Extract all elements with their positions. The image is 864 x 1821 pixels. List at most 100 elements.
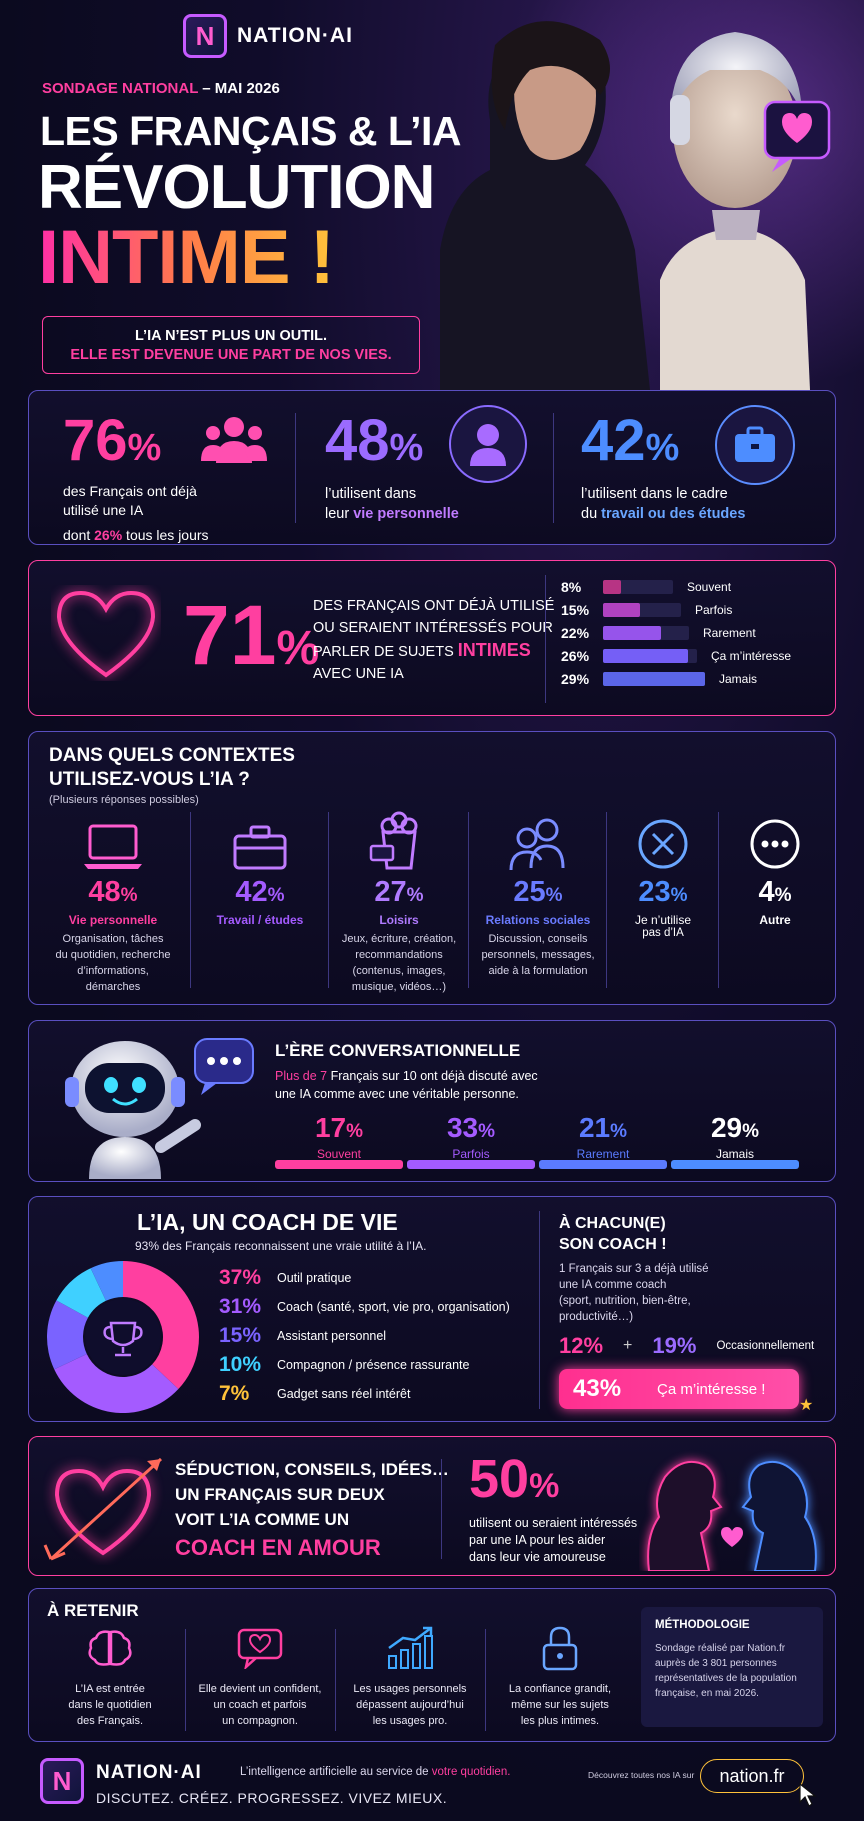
donut-slice [54,1354,179,1413]
retain-text: Les usages personnels dépassent aujourd’h… [339,1681,481,1729]
conversational-title: L’ÈRE CONVERSATIONNELLE [275,1041,521,1060]
conversation-pct-unit: % [478,1121,496,1142]
donut-slice [90,1261,123,1301]
robot-mascot-icon [65,1038,254,1179]
love-pct: 50 [469,1449,530,1509]
intimate-bar-row: 8% Souvent [561,577,821,597]
love-line-1: SÉDUCTION, CONSEILS, IDÉES… [175,1460,449,1479]
title-line-1: LES FRANÇAIS & L’IA [40,108,462,154]
stat-usage-unit: % [127,427,162,469]
stat-personal-line-1: l’utilisent dans [325,486,417,502]
context-pct-value: 48 [88,876,121,908]
conversation-pct-value: 21 [578,1112,611,1143]
trophy-icon [103,1321,143,1357]
context-pct-unit: % [406,885,424,906]
retain-separator [485,1629,486,1731]
heart-arrow-icon [43,1457,163,1561]
context-desc-line: recommandations [355,949,443,961]
context-label: Relations sociales [485,913,591,927]
context-pct-value: 23 [638,876,671,908]
intimate-bar [603,580,621,594]
context-separator [468,812,469,988]
lock-icon [489,1623,631,1673]
retain-item: L’IA est entrée dans le quotidien des Fran… [39,1623,181,1737]
site-link-button[interactable]: nation.fr [700,1759,804,1793]
retain-text-line: dans le quotidien [68,1699,152,1711]
context-pct: 23% [607,876,719,909]
intimate-line-2: OU SERAIENT INTÉRESSÉS POUR [313,620,553,636]
contexts-title: DANS QUELS CONTEXTES UTILISEZ-VOUS L’IA … [49,744,295,792]
stat-work-highlight: travail ou des études [601,506,746,522]
retain-text: La confiance grandit, même sur les sujets… [489,1681,631,1729]
intimate-bar [603,626,662,640]
context-item: 42% Travail / études [191,812,329,997]
methodology-line: représentatives de la population [655,1673,797,1684]
intimate-bar-row: 26% Ça m’intéresse [561,646,821,666]
conversational-line-2: une IA comme avec une véritable personne… [275,1087,519,1101]
donut-slice [123,1261,199,1390]
context-pct-value: 27 [374,876,407,908]
brain-icon [39,1623,181,1673]
intimate-unit: % [276,622,320,675]
key-stats-card: 76% des Français ont déjà utilisé une IA… [28,390,836,545]
stat-personal-line-2a: leur [325,506,354,522]
coach-pill-label: Ça m’intéresse ! [657,1380,766,1398]
stat-usage-value: 76 [63,408,128,473]
coach-title: L’IA, UN COACH DE VIE [137,1209,398,1235]
love-desc-1: utilisent ou seraient intéressés [469,1516,638,1530]
intimate-bar-name: Rarement [703,626,756,640]
retain-text-line: même sur les sujets [511,1699,609,1711]
retain-text-line: les usages pro. [372,1715,448,1727]
title-line-2: RÉVOLUTION [38,153,435,222]
footer-cta-text: Découvrez toutes nos IA sur [588,1770,695,1780]
intimate-bar-row: 15% Parfois [561,600,821,620]
kicker-date: – MAI 2026 [202,80,280,97]
context-desc-line: démarches [85,981,141,993]
conversation-bar [407,1160,535,1169]
intimate-bar-track [603,649,697,663]
context-pct-value: 4 [758,876,775,908]
conversation-pct: 21% [539,1113,667,1147]
coach-card: L’IA, UN COACH DE VIE 93% des Français r… [28,1196,836,1422]
brand-logo[interactable]: N NATION·AI [183,14,353,58]
intimate-text: DES FRANÇAIS ONT DÉJÀ UTILISÉ OU SERAIEN… [313,595,554,685]
chat-heart-icon [189,1623,331,1673]
conversation-pct: 17% [275,1113,403,1147]
stat-work-line-1: l’utilisent dans le cadre [581,486,728,502]
x-circle-icon [607,812,719,870]
methodology-title: MÉTHODOLOGIE [655,1619,750,1631]
context-pct-unit: % [545,885,563,906]
intimate-bar-row: 22% Rarement [561,623,821,643]
stat-work-unit: % [645,427,680,469]
stat-personal: 48% l’utilisent dans leur vie personnell… [325,409,525,524]
context-pct: 25% [469,876,607,909]
conversational-line-1: Français sur 10 ont déjà discuté avec [327,1069,538,1083]
retain-card: À RETENIR L’IA est entrée dans le quotidi… [28,1588,836,1742]
intimate-highlight: INTIMES [457,640,531,660]
logo-mark-icon: N [183,14,227,58]
context-desc: Organisation, tâches du quotidien, recher… [35,931,191,995]
context-label: Travail / études [216,913,304,927]
stat-personal-value: 48 [325,408,390,473]
love-line-4: COACH EN AMOUR [175,1535,381,1560]
stat-work-value: 42 [581,408,646,473]
coach-legend-pct: 15% [219,1323,262,1347]
retain-text-line: Les usages personnels [353,1683,467,1695]
retain-item: Les usages personnels dépassent aujourd’h… [339,1623,481,1737]
woman-robot-illustration [440,21,831,391]
retain-items: L’IA est entrée dans le quotidien des Fran… [29,1623,629,1739]
context-desc-line: Organisation, tâches [62,933,164,945]
footer-logo-mark-icon[interactable]: N [40,1758,84,1804]
stat-usage-line-1: des Français ont déjà [63,483,197,499]
cursor-icon [799,1782,817,1807]
retain-text-line: Elle devient un confident, [198,1683,322,1695]
context-item: 48% Vie personnelle Organisation, tâches du… [35,812,191,997]
coach-legend-row: 31% Coach (santé, sport, vie pro, organis… [219,1292,549,1321]
context-label: Loisirs [379,913,419,927]
context-desc: Jeux, écriture, création, recommandations… [329,931,469,995]
footer-slogan: DISCUTEZ. CRÉEZ. PROGRESSEZ. VIVEZ MIEUX… [96,1790,448,1806]
intimate-bar [603,603,640,617]
stat-usage-line-3a: dont [63,526,95,543]
coach-right-line-2: une IA comme coach [559,1279,667,1291]
couple-silhouette-icon [647,1461,817,1571]
